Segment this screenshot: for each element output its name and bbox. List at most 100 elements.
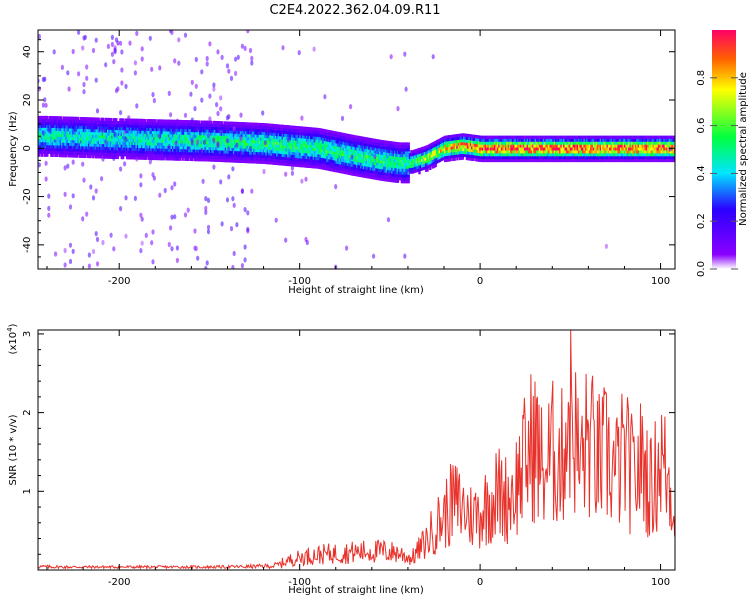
heatmap-cell xyxy=(480,141,483,145)
heatmap-cell xyxy=(372,176,375,180)
heatmap-cell xyxy=(138,121,141,125)
heatmap-cell xyxy=(242,148,245,152)
heatmap-cell xyxy=(48,147,52,151)
heatmap-cell xyxy=(330,130,333,134)
heatmap-cell xyxy=(117,135,121,139)
heatmap-cell xyxy=(273,126,276,131)
heatmap-cell xyxy=(178,146,182,150)
heatmap-cell xyxy=(318,128,321,132)
heatmap-cell xyxy=(283,162,286,166)
heatmap-cell xyxy=(51,118,54,123)
heatmap-cell xyxy=(377,139,381,143)
heatmap-cell xyxy=(66,148,69,152)
heatmap-cell xyxy=(255,137,259,141)
heatmap-cell xyxy=(314,139,317,143)
heatmap-cell xyxy=(120,118,123,122)
heatmap-cell xyxy=(272,138,275,142)
heatmap-cell xyxy=(356,155,359,160)
heatmap-cell xyxy=(230,147,233,151)
heatmap-cell xyxy=(181,154,184,158)
heatmap-cell xyxy=(116,121,119,125)
heatmap-cell xyxy=(38,139,41,143)
heatmap-cell xyxy=(339,155,343,159)
heatmap-cell xyxy=(69,128,72,132)
heatmap-cell xyxy=(346,151,349,155)
heatmap-cell xyxy=(384,175,387,179)
heatmap-cell xyxy=(91,248,96,255)
heatmap-cell xyxy=(345,165,348,169)
heatmap-cell xyxy=(71,142,75,146)
heatmap-cell xyxy=(59,151,63,155)
heatmap-cell xyxy=(306,129,309,133)
heatmap-cell xyxy=(38,33,41,40)
heatmap-cell xyxy=(231,156,234,160)
heatmap-cell xyxy=(204,152,207,156)
heatmap-cell xyxy=(43,118,46,122)
heatmap-cell xyxy=(299,149,302,153)
heatmap-cell xyxy=(458,142,462,146)
heatmap-cell xyxy=(365,143,368,147)
heatmap-cell xyxy=(353,158,356,162)
heatmap-cell xyxy=(120,49,124,55)
heatmap-cell xyxy=(316,136,320,140)
heatmap-cell xyxy=(120,132,123,136)
heatmap-cell xyxy=(251,142,255,147)
heatmap-cell xyxy=(490,135,493,139)
heatmap-cell xyxy=(454,140,458,144)
heatmap-cell xyxy=(130,141,133,145)
heatmap-cell xyxy=(264,131,267,136)
heatmap-cell xyxy=(376,150,379,154)
heatmap-cell xyxy=(472,157,475,161)
heatmap-cell xyxy=(388,164,391,168)
heatmap-cell xyxy=(384,172,387,176)
heatmap-cell xyxy=(509,158,512,163)
heatmap-cell xyxy=(119,129,122,134)
heatmap-cell xyxy=(389,176,393,180)
heatmap-cell xyxy=(280,130,283,134)
heatmap-cell xyxy=(281,150,284,154)
heatmap-cell xyxy=(435,140,439,144)
heatmap-cell xyxy=(370,152,374,156)
heatmap-cell xyxy=(400,159,404,163)
heatmap-cell xyxy=(301,146,305,150)
heatmap-cell xyxy=(262,149,266,153)
heatmap-cell xyxy=(147,139,150,143)
heatmap-cell xyxy=(486,138,489,142)
heatmap-cell xyxy=(404,177,408,181)
heatmap-cell xyxy=(411,167,414,171)
heatmap-cell xyxy=(327,158,330,163)
heatmap-cell xyxy=(97,149,100,153)
heatmap-cell xyxy=(341,138,344,142)
heatmap-cell xyxy=(360,142,363,146)
heatmap-cell xyxy=(70,145,73,149)
heatmap-cell xyxy=(67,136,71,141)
heatmap-cell xyxy=(100,149,103,153)
heatmap-cell xyxy=(330,133,333,137)
heatmap-cell xyxy=(361,165,364,169)
heatmap-cell xyxy=(404,148,408,152)
heatmap-cell xyxy=(502,150,505,154)
heatmap-cell xyxy=(58,119,61,123)
heatmap-cell xyxy=(212,126,215,130)
heatmap-cell xyxy=(200,129,203,133)
heatmap-cell xyxy=(81,137,84,141)
heatmap-cell xyxy=(151,139,155,143)
heatmap-cell xyxy=(81,122,84,126)
heatmap-cell xyxy=(434,152,437,156)
heatmap-cell xyxy=(422,163,425,168)
heatmap-cell xyxy=(306,132,309,136)
heatmap-cell xyxy=(372,161,375,165)
heatmap-cell xyxy=(112,118,115,122)
heatmap-cell xyxy=(56,122,60,126)
heatmap-cell xyxy=(475,140,478,144)
heatmap-cell xyxy=(185,134,188,138)
heatmap-cell xyxy=(52,121,56,126)
heatmap-cell xyxy=(151,142,155,146)
heatmap-cell xyxy=(534,135,538,139)
heatmap-cell xyxy=(238,133,241,137)
heatmap-cell xyxy=(58,125,61,129)
heatmap-cell xyxy=(224,124,228,128)
heatmap-cell xyxy=(476,143,479,148)
heatmap-cell xyxy=(155,125,159,129)
heatmap-cell xyxy=(105,155,109,159)
